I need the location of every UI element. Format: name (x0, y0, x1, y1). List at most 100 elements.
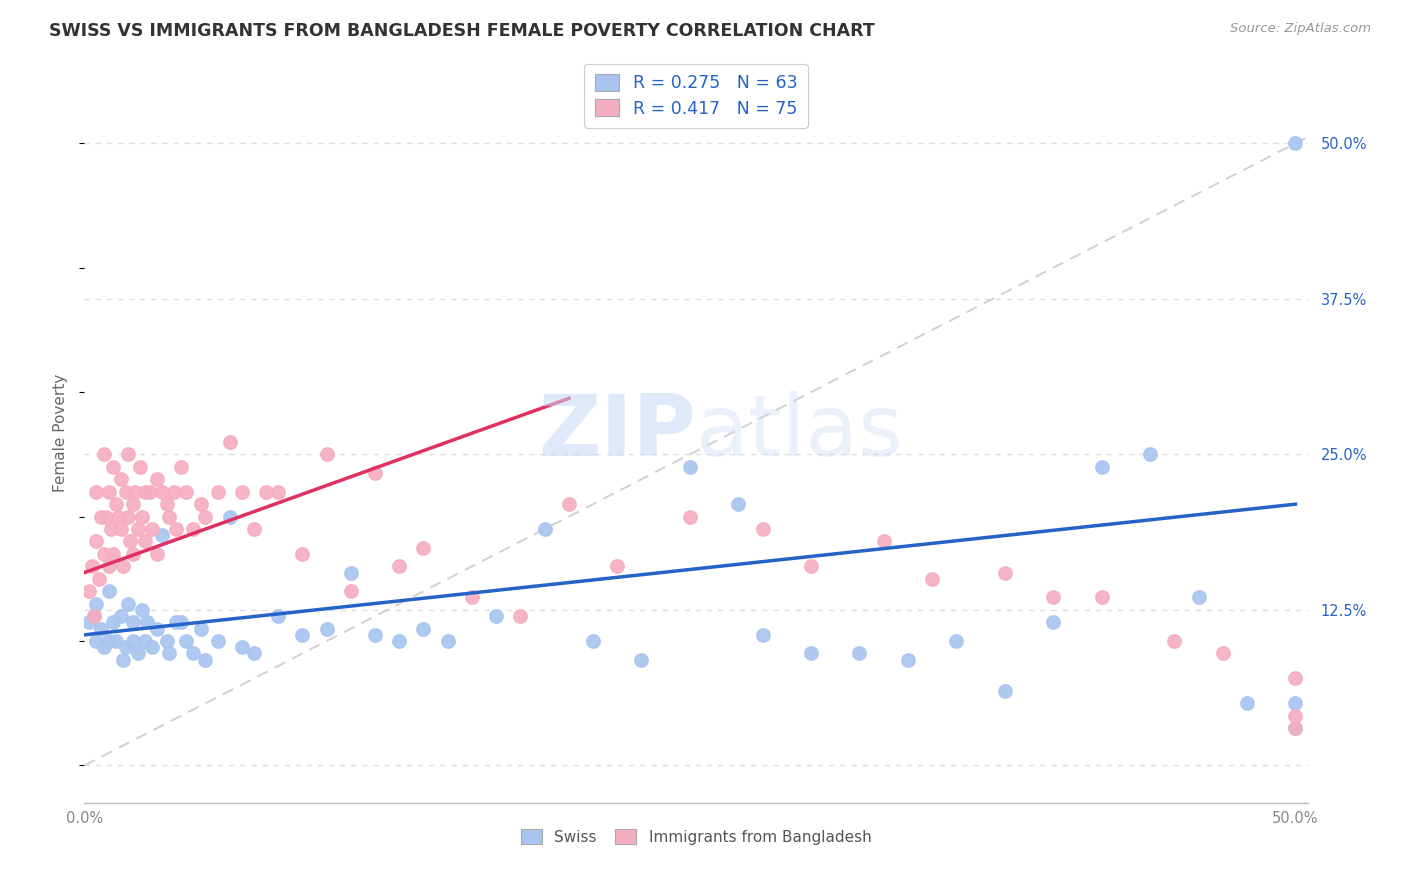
Point (77, 615, 100, 630)
Point (110, 522, 132, 536)
Point (90, 622, 112, 636)
Point (110, 472, 132, 486)
Point (485, 609, 508, 624)
Point (1284, 708, 1306, 723)
Point (96, 509, 118, 524)
Point (751, 522, 773, 536)
Point (1284, 672, 1306, 686)
Point (194, 509, 217, 524)
Point (157, 509, 180, 524)
Point (388, 634, 411, 648)
Point (156, 634, 179, 648)
Point (121, 615, 143, 630)
Point (340, 584, 363, 599)
Point (129, 459, 152, 474)
Point (183, 522, 205, 536)
Point (117, 509, 139, 524)
Point (364, 466, 387, 480)
Point (190, 497, 212, 511)
Point (1284, 136, 1306, 151)
Point (207, 484, 229, 499)
Point (679, 459, 702, 474)
Point (291, 547, 314, 561)
Point (412, 541, 434, 555)
Point (364, 628, 387, 642)
Point (134, 484, 156, 499)
Point (103, 459, 125, 474)
Point (315, 447, 337, 461)
Point (921, 572, 943, 586)
Point (1284, 696, 1306, 710)
Point (112, 653, 135, 667)
Point (218, 434, 240, 449)
Point (170, 459, 193, 474)
Point (86, 534, 108, 549)
Point (80, 559, 103, 574)
Point (93, 547, 115, 561)
Point (340, 566, 363, 580)
Point (243, 522, 266, 536)
Point (679, 509, 702, 524)
Point (800, 647, 823, 661)
Point (97, 484, 120, 499)
Point (114, 484, 136, 499)
Point (93, 447, 115, 461)
Point (114, 640, 136, 655)
Legend: Swiss, Immigrants from Bangladesh: Swiss, Immigrants from Bangladesh (515, 823, 877, 851)
Point (315, 622, 337, 636)
Point (134, 634, 156, 648)
Point (558, 497, 581, 511)
Point (1284, 721, 1306, 735)
Point (1163, 634, 1185, 648)
Text: ZIP: ZIP (538, 391, 696, 475)
Point (190, 622, 212, 636)
Point (141, 640, 163, 655)
Point (194, 653, 217, 667)
Point (131, 603, 153, 617)
Point (994, 683, 1017, 698)
Point (112, 559, 135, 574)
Y-axis label: Female Poverty: Female Poverty (53, 374, 69, 491)
Point (582, 634, 605, 648)
Point (751, 628, 773, 642)
Point (104, 634, 127, 648)
Point (124, 484, 146, 499)
Point (848, 647, 870, 661)
Point (136, 615, 159, 630)
Point (1236, 696, 1258, 710)
Point (150, 484, 173, 499)
Point (174, 484, 197, 499)
Point (121, 497, 143, 511)
Point (170, 615, 193, 630)
Point (291, 628, 314, 642)
Point (630, 653, 652, 667)
Point (134, 534, 156, 549)
Point (163, 484, 186, 499)
Point (107, 509, 129, 524)
Point (165, 615, 187, 630)
Point (83, 609, 105, 624)
Point (97, 634, 120, 648)
Point (86, 597, 108, 611)
Point (121, 547, 143, 561)
Text: Source: ZipAtlas.com: Source: ZipAtlas.com (1230, 22, 1371, 36)
Text: SWISS VS IMMIGRANTS FROM BANGLADESH FEMALE POVERTY CORRELATION CHART: SWISS VS IMMIGRANTS FROM BANGLADESH FEMA… (49, 22, 875, 40)
Point (1091, 591, 1114, 605)
Point (436, 634, 458, 648)
Point (1042, 591, 1064, 605)
Point (97, 559, 120, 574)
Point (267, 609, 290, 624)
Point (461, 591, 484, 605)
Point (1091, 459, 1114, 474)
Point (117, 597, 139, 611)
Point (104, 497, 127, 511)
Point (1139, 447, 1161, 461)
Point (87, 572, 110, 586)
Point (533, 522, 555, 536)
Point (146, 622, 169, 636)
Point (243, 647, 266, 661)
Point (873, 534, 896, 549)
Point (146, 547, 169, 561)
Point (156, 497, 179, 511)
Point (1284, 721, 1306, 735)
